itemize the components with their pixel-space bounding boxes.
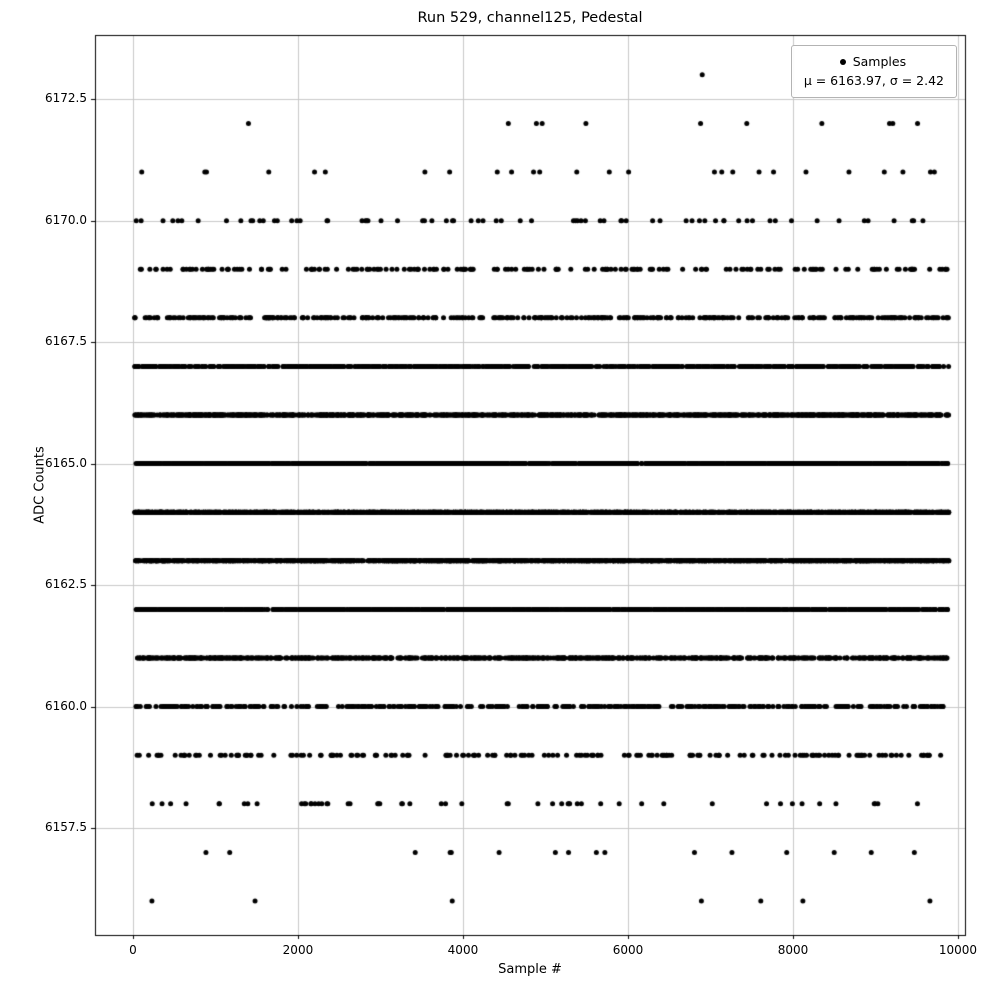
legend-stats: μ = 6163.97, σ = 2.42 — [802, 71, 944, 90]
legend-entry-samples: Samples — [802, 52, 944, 71]
y-tick-label: 6162.5 — [45, 577, 87, 592]
x-tick-label: 6000 — [612, 943, 644, 957]
legend-samples-label: Samples — [852, 54, 907, 69]
x-axis-label: Sample # — [498, 962, 562, 977]
y-tick-label: 6170.0 — [45, 212, 87, 227]
x-tick-label: 2000 — [282, 943, 314, 957]
x-tick-label: 4000 — [447, 943, 479, 957]
y-tick-label: 6165.0 — [45, 455, 87, 470]
samples-marker-icon — [839, 58, 846, 65]
y-tick-label: 6160.0 — [45, 698, 87, 713]
x-tick-label: 10000 — [938, 943, 978, 957]
x-tick-label: 0 — [129, 943, 137, 957]
legend: Samples μ = 6163.97, σ = 2.42 — [790, 45, 957, 98]
chart-title: Run 529, channel125, Pedestal — [417, 10, 643, 26]
y-tick-label: 6172.5 — [45, 91, 87, 106]
y-tick-label: 6167.5 — [45, 334, 87, 349]
legend-stats-text: μ = 6163.97, σ = 2.42 — [803, 73, 944, 89]
x-tick-label: 8000 — [777, 943, 809, 957]
y-tick-label: 6157.5 — [45, 820, 87, 835]
